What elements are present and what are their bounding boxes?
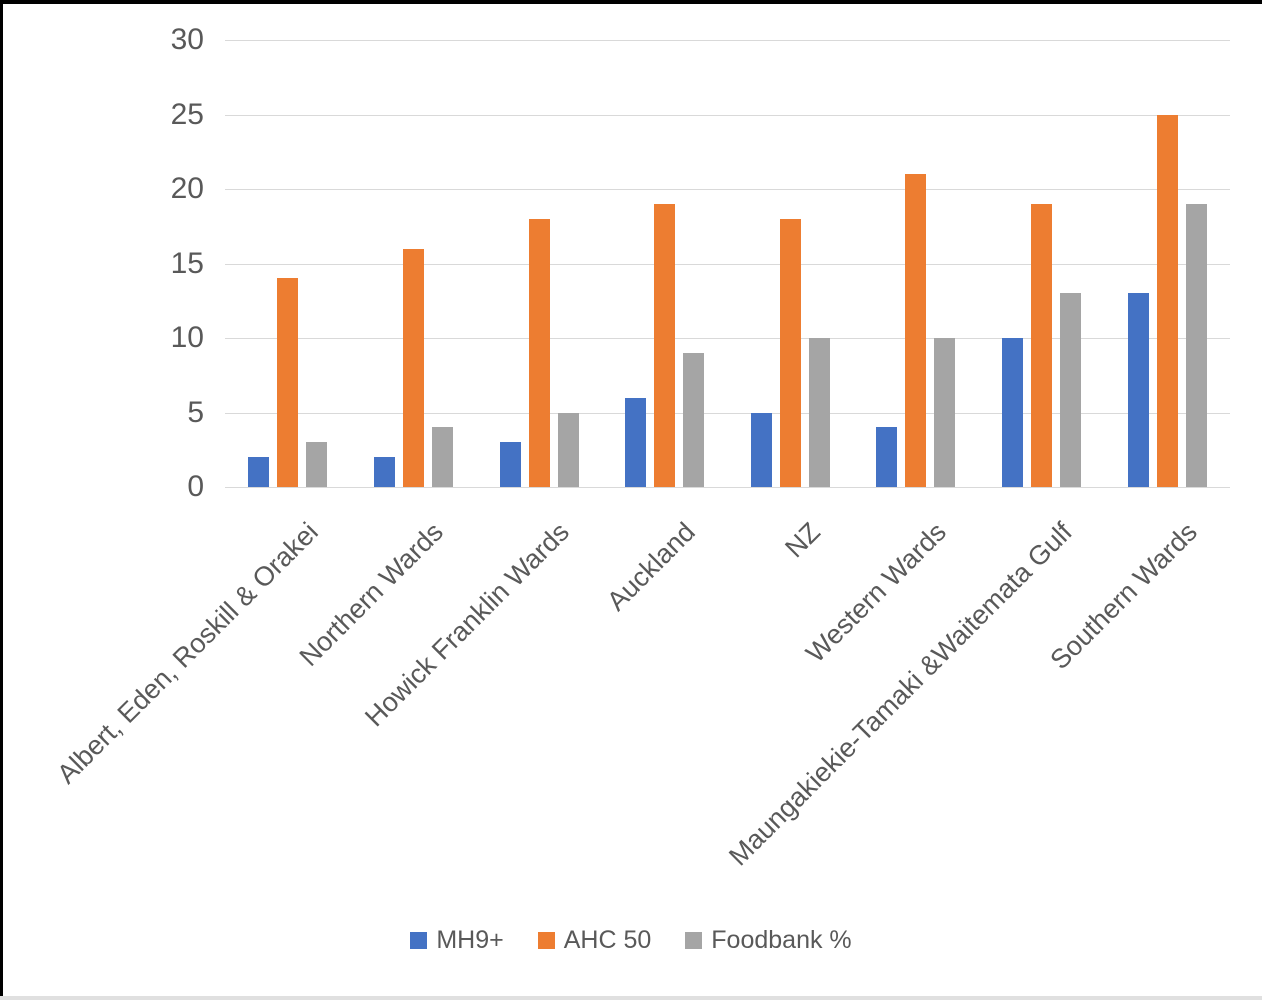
y-tick-label: 0 (187, 470, 204, 503)
bar-foodbank (557, 412, 579, 487)
bottom-border (0, 996, 1262, 1000)
bar-ahc-50 (1156, 114, 1178, 487)
gridline (225, 412, 1230, 414)
bar-foodbank (683, 352, 705, 487)
legend-label: Foodbank % (711, 926, 852, 954)
bar-foodbank (934, 338, 956, 487)
legend-swatch-icon (410, 932, 428, 949)
bar-ahc-50 (654, 203, 676, 487)
bar-mh9 (1002, 338, 1024, 487)
left-border (0, 0, 3, 1000)
gridline (225, 338, 1230, 339)
bar-mh9 (499, 442, 521, 487)
bar-mh9 (248, 457, 270, 487)
bar-ahc-50 (528, 218, 550, 487)
bar-foodbank (1185, 203, 1207, 487)
bar-mh9 (1127, 293, 1149, 487)
legend-label: MH9+ (436, 926, 504, 954)
gridline (225, 487, 1230, 488)
y-tick-label: 25 (170, 97, 204, 131)
x-axis-label: NZ (779, 516, 827, 564)
gridline (225, 40, 1230, 41)
legend-swatch-icon (685, 932, 703, 949)
legend-swatch-icon (537, 932, 555, 949)
bar-mh9 (876, 427, 898, 487)
legend-item: AHC 50 (537, 926, 652, 954)
bar-mh9 (625, 397, 647, 487)
bar-ahc-50 (277, 278, 299, 487)
bar-foodbank (1060, 293, 1082, 487)
chart-legend: MH9+ AHC 50 Foodbank % (0, 928, 1262, 953)
bar-ahc-50 (1031, 203, 1053, 487)
x-axis-label: Howick Franklin Wards (359, 516, 575, 733)
x-axis-label: Auckland (600, 516, 701, 617)
y-tick-label: 10 (170, 321, 204, 354)
bar-foodbank (431, 427, 453, 487)
gridline (225, 189, 1230, 190)
bar-ahc-50 (779, 218, 801, 487)
legend-label: AHC 50 (563, 926, 652, 954)
y-tick-label: 20 (170, 172, 204, 205)
legend-item: MH9+ (410, 926, 504, 954)
bar-ahc-50 (402, 248, 424, 487)
gridline (225, 263, 1230, 265)
bar-mh9 (750, 412, 772, 487)
bar-foodbank (808, 338, 830, 487)
bar-mh9 (373, 457, 395, 487)
y-tick-label: 30 (170, 23, 204, 56)
bar-ahc-50 (905, 174, 927, 487)
y-tick-label: 5 (187, 395, 204, 429)
legend-item: Foodbank % (685, 926, 852, 954)
x-axis-label: Albert, Eden, Roskill & Orakei (51, 516, 324, 790)
y-tick-label: 15 (170, 246, 204, 280)
bar-foodbank (306, 442, 328, 487)
top-border (0, 0, 1262, 4)
gridline (225, 114, 1230, 116)
